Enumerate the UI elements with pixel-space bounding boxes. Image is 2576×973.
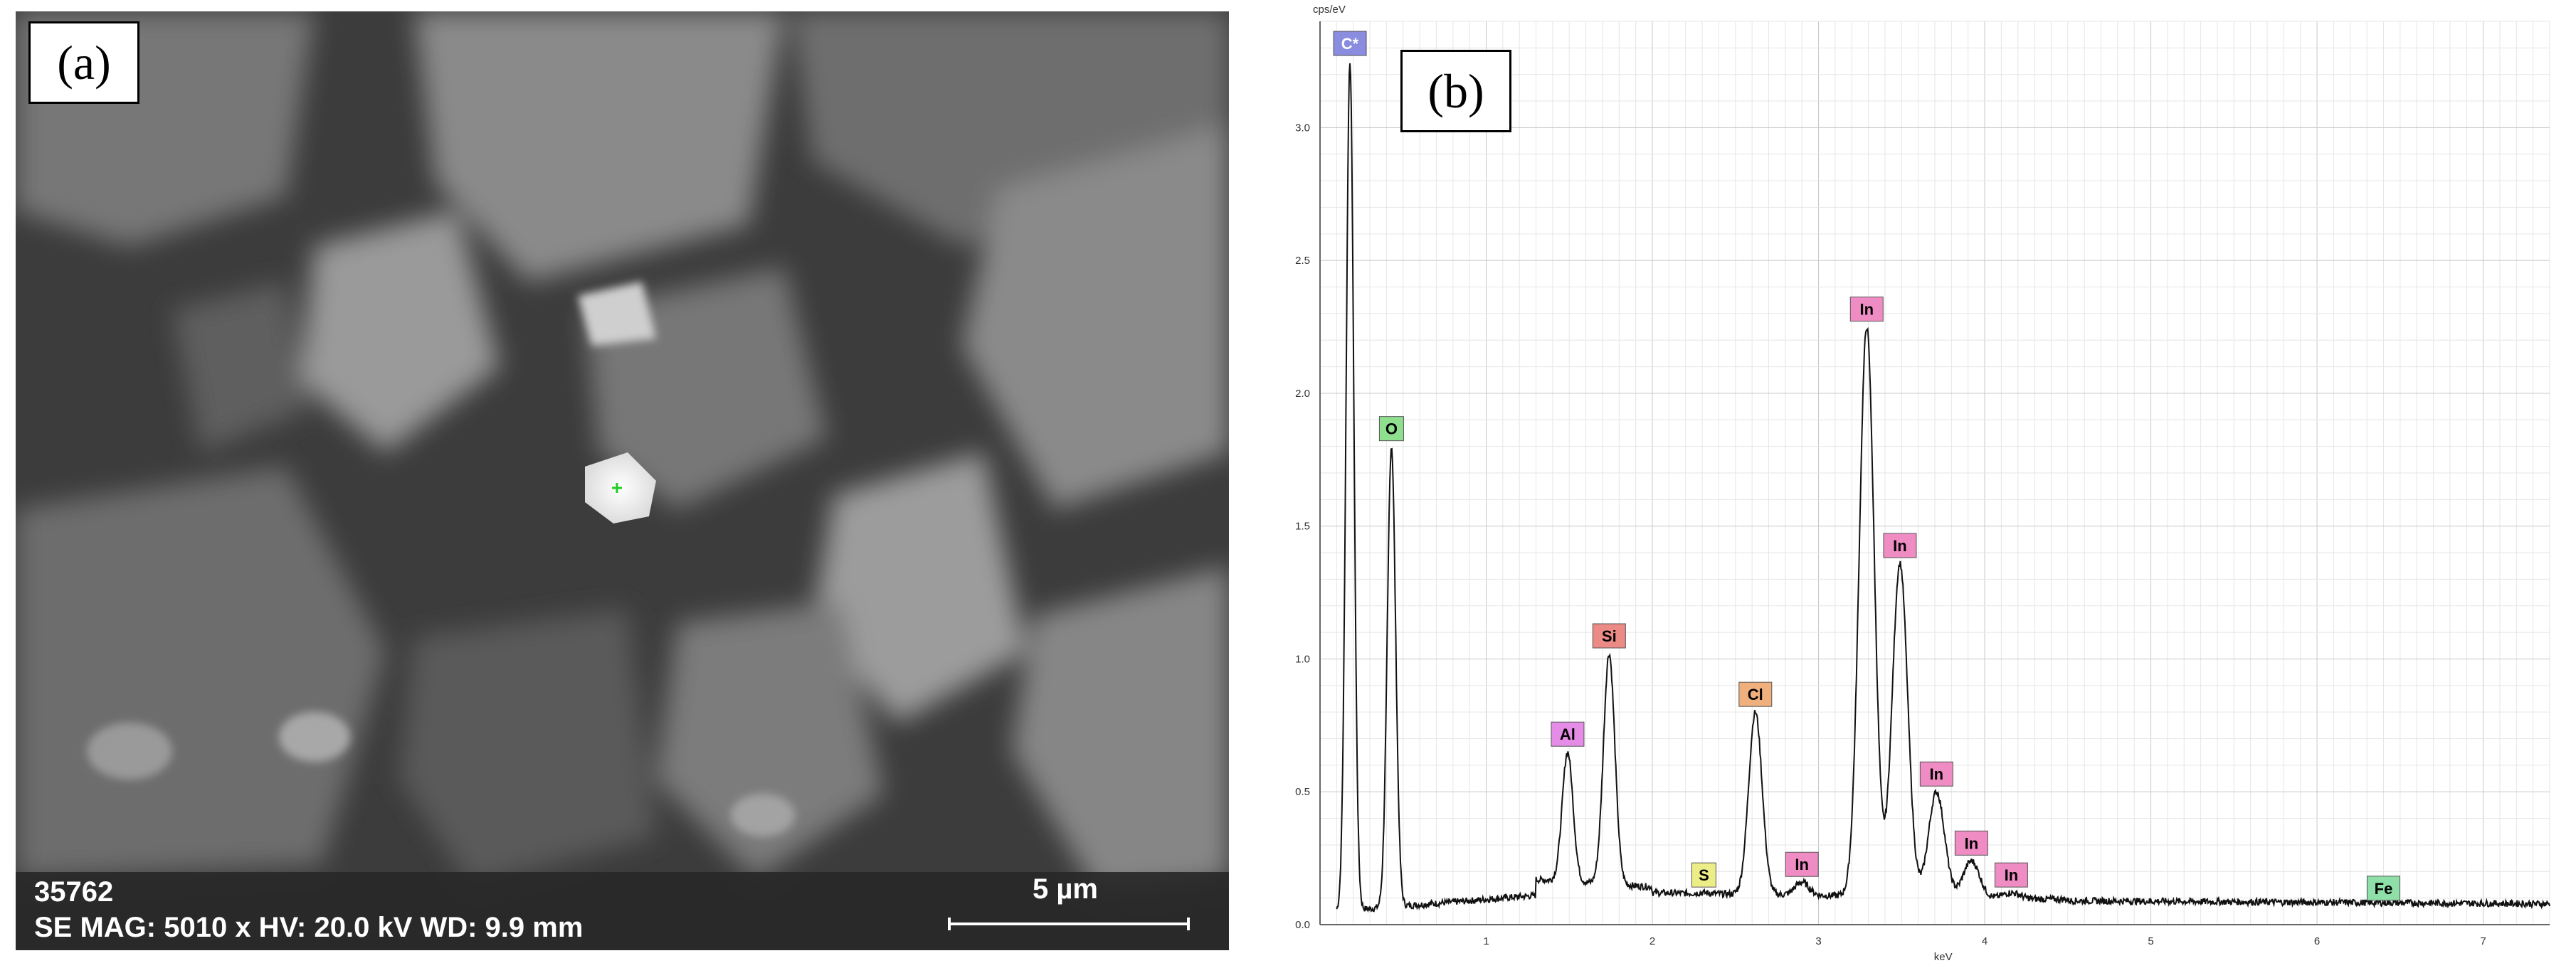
peak-label: O — [1378, 416, 1404, 442]
peak-labels: C* O Al Si S Cl In In In In In In Fe — [1333, 31, 2400, 901]
peak-label-text: O — [1385, 420, 1398, 438]
sem-info-bar: 35762 SE MAG: 5010 x HV: 20.0 kV WD: 9.9… — [16, 872, 1229, 950]
x-tick-label: 7 — [2480, 935, 2486, 947]
peak-label: In — [1785, 851, 1819, 877]
peak-label-text: Cl — [1748, 686, 1763, 703]
eds-spectrum-chart: 1 2 3 4 5 6 7 0.0 0.5 1.0 1.5 2.0 2.5 3.0 keV cps/eV C*… — [1295, 4, 2550, 963]
peak-label: Si — [1592, 623, 1626, 649]
peak-label-box — [1691, 862, 1716, 888]
peak-label: In — [1849, 297, 1884, 322]
panel-label-a: (a) — [28, 21, 139, 104]
peak-label-box — [1333, 31, 1367, 56]
peak-label-text: In — [1795, 856, 1809, 873]
peak-label-box — [1785, 851, 1819, 877]
x-tick-label: 4 — [1982, 935, 1988, 947]
peak-label: In — [1883, 533, 1917, 558]
peak-label-box — [2366, 876, 2400, 901]
sem-parameters: SE MAG: 5010 x HV: 20.0 kV WD: 9.9 mm — [34, 912, 584, 943]
scale-bar — [948, 918, 1190, 930]
peak-label-text: Si — [1602, 627, 1617, 645]
x-tick-label: 6 — [2314, 935, 2320, 947]
scale-bar-label: 5 µm — [1033, 873, 1098, 905]
peak-label-box — [1738, 681, 1773, 707]
peak-label-text: In — [1930, 765, 1944, 783]
x-tick-label: 2 — [1649, 935, 1655, 947]
peak-label-text: In — [1965, 834, 1979, 852]
peak-label-text: S — [1699, 866, 1709, 884]
y-tick-label: 2.5 — [1295, 255, 1310, 267]
peak-label: Cl — [1738, 681, 1773, 707]
y-tick-label: 3.0 — [1295, 122, 1310, 134]
sem-micrograph-image — [16, 11, 1229, 950]
sample-id: 35762 — [34, 876, 114, 908]
peak-label: In — [1994, 862, 2028, 888]
sem-micrograph-panel: 35762 SE MAG: 5010 x HV: 20.0 kV WD: 9.9… — [16, 11, 1229, 950]
y-tick-label: 1.5 — [1295, 521, 1310, 533]
peak-label-text: Al — [1560, 725, 1575, 743]
peak-label: Fe — [2366, 876, 2400, 901]
peak-label-text: In — [1859, 301, 1874, 319]
x-tick-label: 3 — [1815, 935, 1821, 947]
y-tick-label: 1.0 — [1295, 653, 1310, 665]
peak-label-text: C* — [1341, 35, 1359, 53]
y-axis-label: cps/eV — [1313, 4, 1346, 16]
peak-label: In — [1954, 830, 1988, 856]
peak-label-box — [1994, 862, 2028, 888]
x-tick-label: 1 — [1483, 935, 1489, 947]
y-tick-label: 2.0 — [1295, 388, 1310, 400]
x-axis-label: keV — [1934, 951, 1953, 963]
peak-label-text: In — [2005, 866, 2019, 884]
y-tick-label: 0.0 — [1295, 919, 1310, 931]
spectrum-line — [1336, 63, 2550, 913]
peak-label: Al — [1551, 721, 1585, 747]
peak-label-text: In — [1893, 537, 1907, 555]
peak-label-box — [1919, 761, 1953, 787]
peak-label-box — [1551, 721, 1585, 747]
peak-label: S — [1691, 862, 1716, 888]
peak-label-box — [1954, 830, 1988, 856]
y-tick-label: 0.5 — [1295, 786, 1310, 798]
panel-label-b: (b) — [1400, 50, 1511, 132]
peak-label-box — [1883, 533, 1917, 558]
x-tick-label: 5 — [2148, 935, 2153, 947]
chart-axes: 1 2 3 4 5 6 7 0.0 0.5 1.0 1.5 2.0 2.5 3.0 keV cps/eV — [1295, 4, 2550, 963]
peak-label-text: Fe — [2375, 880, 2393, 898]
peak-label-box — [1849, 297, 1884, 322]
chart-grid — [1319, 21, 2550, 925]
peak-label: In — [1919, 761, 1953, 787]
peak-label-box — [1378, 416, 1404, 442]
peak-label: C* — [1333, 31, 1367, 56]
peak-label-box — [1592, 623, 1626, 649]
